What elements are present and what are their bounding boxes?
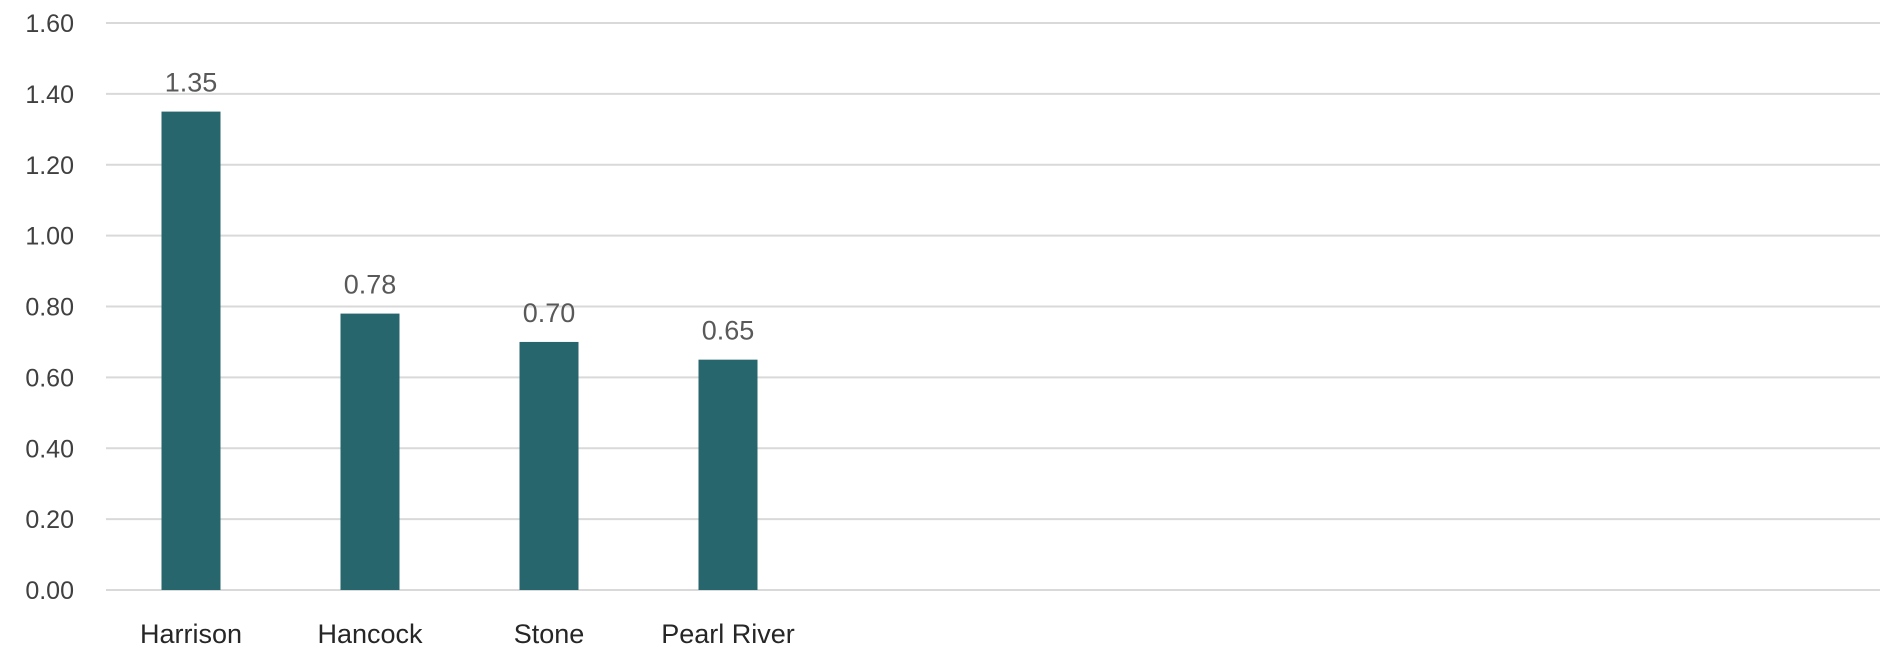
x-category-label: Hancock <box>317 619 423 649</box>
bar-hancock <box>340 313 400 590</box>
y-tick-label: 1.40 <box>25 81 74 109</box>
x-category-label: Pearl River <box>661 619 795 649</box>
y-tick-label: 0.00 <box>25 577 74 605</box>
bar-stone <box>519 341 579 590</box>
data-labels: 1.35 0.78 0.70 0.65 <box>165 68 755 346</box>
y-tick-label: 0.60 <box>25 364 74 392</box>
bar-pearl-river <box>698 359 758 590</box>
y-tick-label: 1.00 <box>25 223 74 251</box>
data-label: 1.35 <box>165 68 218 98</box>
y-tick-label: 0.40 <box>25 435 74 463</box>
gridlines <box>106 22 1880 591</box>
y-tick-label: 0.20 <box>25 506 74 534</box>
y-tick-label: 1.20 <box>25 152 74 180</box>
y-axis-tick-labels: 0.00 0.20 0.40 0.60 0.80 1.00 1.20 1.40 1.60 <box>25 10 74 605</box>
data-label: 0.78 <box>344 270 397 300</box>
data-label: 0.70 <box>523 298 576 328</box>
bars <box>161 111 758 590</box>
y-tick-label: 1.60 <box>25 10 74 38</box>
x-category-label: Harrison <box>140 619 242 649</box>
data-label: 0.65 <box>702 316 755 346</box>
x-axis-category-labels: Harrison Hancock Stone Pearl River <box>140 619 795 649</box>
bar-harrison <box>161 111 221 590</box>
y-tick-label: 0.80 <box>25 294 74 322</box>
x-category-label: Stone <box>514 619 585 649</box>
